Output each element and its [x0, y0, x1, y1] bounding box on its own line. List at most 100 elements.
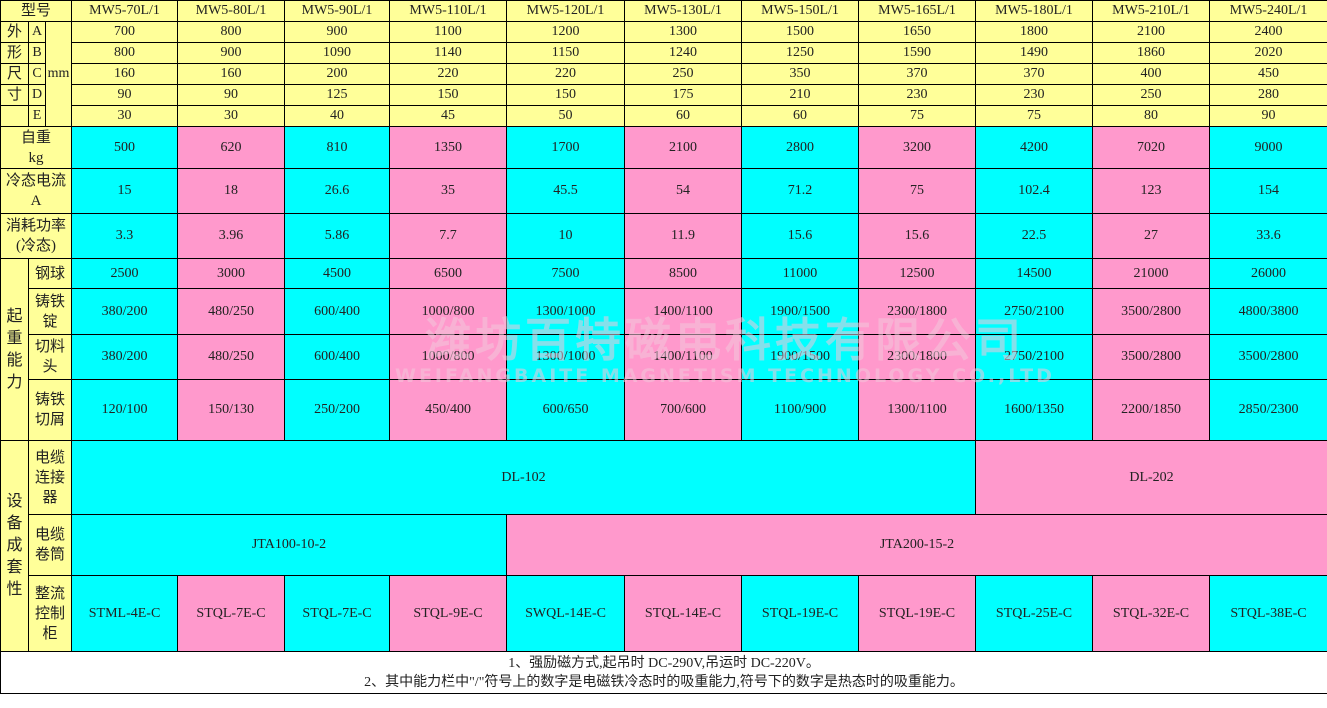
value-cell: 1100/900: [741, 379, 860, 441]
dimension-value: 75: [975, 105, 1094, 127]
value-cell: 810: [284, 126, 391, 169]
dimension-value: 80: [1092, 105, 1211, 127]
label-line: 切屑: [35, 412, 66, 428]
dimension-value: 370: [975, 63, 1094, 85]
dimension-value: 700: [71, 21, 179, 43]
dimension-value: 2020: [1209, 42, 1327, 64]
dimension-value: 800: [71, 42, 179, 64]
connector-value: DL-202: [975, 440, 1327, 515]
table-row: 寸 D 90 90 125 150 150 175 210 230 230 250 280: [0, 84, 1327, 106]
model-header-cell: MW5-110L/1: [389, 0, 508, 22]
notes-cell: 1、强励磁方式,起吊时 DC-290V,吊运时 DC-220V。 2、其中能力栏中…: [0, 651, 1327, 694]
value-cell: 71.2: [741, 168, 860, 214]
value-cell: 600/650: [506, 379, 626, 441]
label-line: 头: [42, 359, 58, 375]
dimension-group-char: 寸: [0, 84, 29, 106]
label-line: 力: [6, 373, 23, 391]
dimension-value: 370: [858, 63, 977, 85]
value-cell: 15.6: [741, 213, 860, 259]
label-line: 控制: [35, 605, 66, 622]
dimension-value: 30: [71, 105, 179, 127]
model-header-label: 型号: [0, 0, 73, 22]
label-line: 钢球: [35, 265, 66, 282]
label-line-2: A: [30, 193, 42, 209]
label-line-1: 自重: [21, 129, 52, 146]
value-cell: STQL-32E-C: [1092, 575, 1211, 652]
dimension-value: 60: [741, 105, 860, 127]
note-2: 2、其中能力栏中"/"符号上的数字是电磁铁冷态时的吸重能力,符号下的数字是热态时…: [364, 674, 964, 690]
table-row: 冷态电流 A 15 18 26.6 35 45.5 54 71.2 75 102.4 123 154: [0, 168, 1327, 214]
value-cell: 1300/1000: [506, 288, 626, 335]
label-line-2: (冷态): [16, 238, 57, 254]
dimension-value: 800: [177, 21, 286, 43]
label-line: 铸铁: [35, 293, 66, 310]
reel-label: 电缆 卷筒: [27, 514, 73, 576]
value-cell: 3.96: [177, 213, 286, 259]
table-row: E 30 30 40 45 50 60 60 75 75 80 90: [0, 105, 1327, 127]
dimension-value: 160: [177, 63, 286, 85]
value-cell: 1300/1000: [506, 334, 626, 380]
value-cell: 3500/2800: [1092, 288, 1211, 335]
value-cell: 54: [624, 168, 743, 214]
dimension-value: 230: [858, 84, 977, 106]
value-cell: 27: [1092, 213, 1211, 259]
value-cell: STQL-25E-C: [975, 575, 1094, 652]
label-line: 卷筒: [35, 547, 66, 563]
value-cell: STQL-19E-C: [858, 575, 977, 652]
label-line: 性: [6, 581, 23, 598]
table-row: 铸铁锭 380/200 480/250 600/400 1000/800 1300/100…: [1, 288, 1327, 335]
label-line: 电缆: [35, 527, 66, 543]
value-cell: 2100: [624, 126, 743, 169]
value-cell: 450/400: [389, 379, 508, 441]
label-line: 成: [6, 537, 23, 554]
label-line: 柜: [42, 625, 58, 642]
model-header-cell: MW5-70L/1: [71, 0, 179, 22]
dimension-label: E: [28, 105, 46, 127]
value-cell: 26.6: [284, 168, 391, 214]
dimension-value: 280: [1209, 84, 1327, 106]
value-cell: 3000: [177, 258, 286, 289]
value-cell: 9000: [1209, 126, 1327, 169]
value-cell: 1900/1500: [741, 288, 860, 335]
model-header-cell: MW5-165L/1: [858, 0, 977, 22]
dimension-value: 1490: [975, 42, 1094, 64]
value-cell: 250/200: [284, 379, 391, 441]
dimension-value: 1500: [741, 21, 860, 43]
value-cell: 8500: [624, 258, 743, 289]
value-cell: 480/250: [177, 334, 286, 380]
value-cell: 3500/2800: [1092, 334, 1211, 380]
spec-label: 冷态电流 A: [0, 168, 73, 214]
value-cell: 15.6: [858, 213, 977, 259]
value-cell: 3.3: [71, 213, 179, 259]
value-cell: 2300/1800: [858, 334, 977, 380]
dimension-label: B: [28, 42, 46, 64]
value-cell: 3200: [858, 126, 977, 169]
value-cell: 620: [177, 126, 286, 169]
value-cell: 18: [177, 168, 286, 214]
table-row: 型号 MW5-70L/1 MW5-80L/1 MW5-90L/1 MW5-110L/1 M…: [0, 0, 1327, 22]
dimension-value: 45: [389, 105, 508, 127]
dimension-value: 1240: [624, 42, 743, 64]
value-cell: 600/400: [284, 334, 391, 380]
dimension-value: 150: [389, 84, 508, 106]
table-row: 尺 C 160 160 200 220 220 250 350 370 370 400 450: [0, 63, 1327, 85]
table-row: 起重能力钢球 2500 3000 4500 6500 7500 8500 11000 12500…: [0, 258, 1327, 441]
dimension-group-char: 尺: [0, 63, 29, 85]
dimension-value: 210: [741, 84, 860, 106]
model-header-cell: MW5-150L/1: [741, 0, 860, 22]
dimension-value: 220: [506, 63, 626, 85]
model-header-cell: MW5-120L/1: [506, 0, 626, 22]
dimension-value: 2400: [1209, 21, 1327, 43]
dimension-value: 160: [71, 63, 179, 85]
model-header-cell: MW5-240L/1: [1209, 0, 1327, 22]
value-cell: 120/100: [71, 379, 179, 441]
value-cell: 11000: [741, 258, 860, 289]
dimension-value: 400: [1092, 63, 1211, 85]
label-line: 起: [6, 307, 23, 325]
label-line: 电缆: [35, 449, 66, 466]
value-cell: 380/200: [71, 288, 179, 335]
dimension-value: 350: [741, 63, 860, 85]
model-header-cell: MW5-180L/1: [975, 0, 1094, 22]
dimension-label: D: [28, 84, 46, 106]
value-cell: 1900/1500: [741, 334, 860, 380]
